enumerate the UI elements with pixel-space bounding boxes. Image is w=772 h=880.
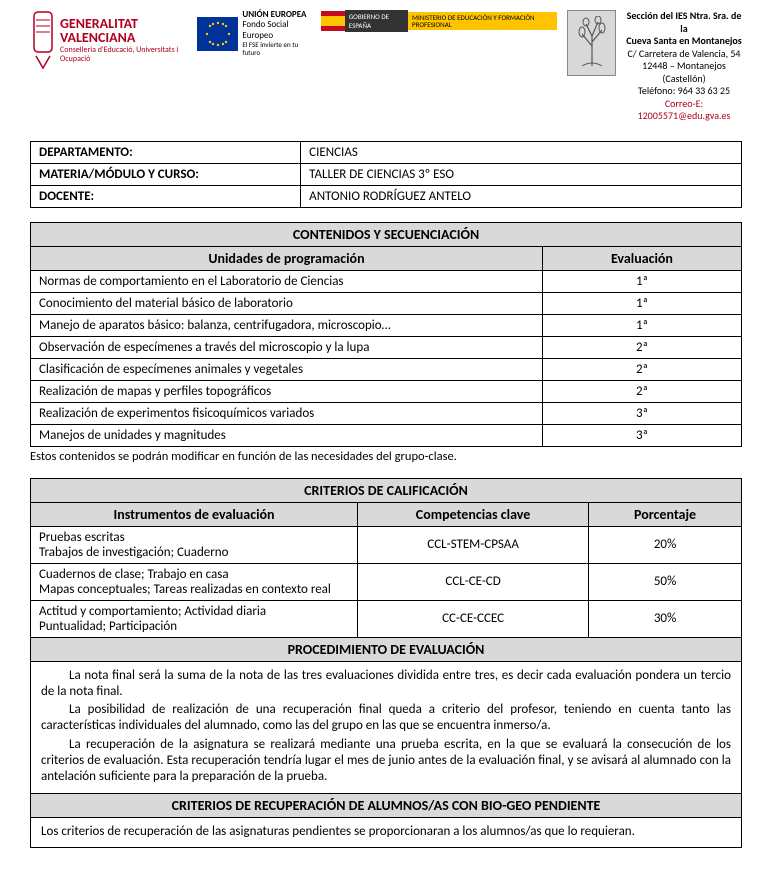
table-row: DOCENTE: ANTONIO RODRÍGUEZ ANTELO: [31, 185, 742, 207]
table-row: Pruebas escritas Trabajos de investigaci…: [31, 526, 742, 563]
school-l6: Correo-E: 12005571@edu.gva.es: [626, 98, 742, 123]
document-header: GENERALITAT VALENCIANA Conselleria d'Edu…: [30, 10, 742, 123]
unit-cell: Conocimiento del material básico de labo…: [31, 292, 543, 314]
label-subject: MATERIA/MÓDULO Y CURSO:: [31, 163, 301, 185]
table-row: Realización de experimentos fisicoquímic…: [31, 402, 742, 424]
proc-text: La nota final será la suma de la nota de…: [31, 661, 742, 794]
es-min: MINISTERIO DE EDUCACIÓN Y FORMACIÓN PROF…: [408, 12, 557, 31]
contents-note: Estos contenidos se podrán modificar en …: [30, 449, 742, 464]
instr-cell: Pruebas escritas Trabajos de investigaci…: [31, 526, 358, 563]
table-row: Conocimiento del material básico de labo…: [31, 292, 742, 314]
eval-cell: 1ª: [542, 270, 741, 292]
eval-cell: 3ª: [542, 402, 741, 424]
pct-cell: 30%: [589, 600, 742, 637]
table-row: Normas de comportamiento en el Laborator…: [31, 270, 742, 292]
contents-title: CONTENIDOS Y SECUENCIACIÓN: [31, 222, 742, 246]
spain-flag-icon: [321, 11, 345, 31]
gva-crest-icon: [30, 10, 56, 70]
pct-cell: 50%: [589, 563, 742, 600]
value-teacher: ANTONIO RODRÍGUEZ ANTELO: [301, 185, 742, 207]
col-instr: Instrumentos de evaluación: [31, 502, 358, 526]
school-l1: Sección del IES Ntra. Sra. de la: [626, 10, 742, 35]
logo-eu: UNIÓN EUROPEA Fondo Social Europeo El FS…: [197, 10, 311, 57]
eu-sub2: El FSE invierte en tu futuro: [242, 41, 310, 57]
value-dept: CIENCIAS: [301, 141, 742, 163]
school-info: Sección del IES Ntra. Sra. de la Cueva S…: [626, 10, 742, 123]
eval-cell: 2ª: [542, 358, 741, 380]
proc-title: PROCEDIMIENTO DE EVALUACIÓN: [31, 637, 742, 661]
table-row: Realización de mapas y perfiles topográf…: [31, 380, 742, 402]
eu-title: UNIÓN EUROPEA: [242, 9, 306, 20]
unit-cell: Realización de experimentos fisicoquímic…: [31, 402, 543, 424]
table-row: Actitud y comportamiento; Actividad diar…: [31, 600, 742, 637]
school-l5: Teléfono: 964 33 63 25: [626, 85, 742, 98]
eval-cell: 2ª: [542, 380, 741, 402]
pct-cell: 20%: [589, 526, 742, 563]
unit-cell: Clasificación de especímenes animales y …: [31, 358, 543, 380]
contents-table: CONTENIDOS Y SECUENCIACIÓN Unidades de p…: [30, 222, 742, 447]
instr-cell: Actitud y comportamiento; Actividad diar…: [31, 600, 358, 637]
unit-cell: Manejo de aparatos básico: balanza, cent…: [31, 314, 543, 336]
eu-text: UNIÓN EUROPEA Fondo Social Europeo El FS…: [242, 10, 310, 57]
col-pct: Porcentaje: [589, 502, 742, 526]
table-row: Manejo de aparatos básico: balanza, cent…: [31, 314, 742, 336]
col-comp: Competencias clave: [358, 502, 589, 526]
info-table: DEPARTAMENTO: CIENCIAS MATERIA/MÓDULO Y …: [30, 141, 742, 208]
eval-cell: 3ª: [542, 424, 741, 446]
comp-cell: CC-CE-CCEC: [358, 600, 589, 637]
table-row: Cuadernos de clase; Trabajo en casa Mapa…: [31, 563, 742, 600]
criteria-table: CRITERIOS DE CALIFICACIÓN Instrumentos d…: [30, 478, 742, 848]
proc-p1: La nota final será la suma de la nota de…: [41, 668, 731, 701]
school-l4: 12448 – Montanejos (Castellón): [626, 60, 742, 85]
eval-cell: 1ª: [542, 314, 741, 336]
unit-cell: Manejos de unidades y magnitudes: [31, 424, 543, 446]
label-dept: DEPARTAMENTO:: [31, 141, 301, 163]
criteria-title: CRITERIOS DE CALIFICACIÓN: [31, 478, 742, 502]
eu-flag-icon: [197, 17, 239, 51]
col-unit: Unidades de programación: [31, 246, 543, 270]
value-subject: TALLER DE CIENCIAS 3º ESO: [301, 163, 742, 185]
unit-cell: Realización de mapas y perfiles topográf…: [31, 380, 543, 402]
eval-cell: 1ª: [542, 292, 741, 314]
table-row: Clasificación de especímenes animales y …: [31, 358, 742, 380]
es-gob: GOBIERNO DE ESPAÑA: [345, 10, 408, 32]
school-l2: Cueva Santa en Montanejos: [626, 35, 742, 48]
table-row: DEPARTAMENTO: CIENCIAS: [31, 141, 742, 163]
unit-cell: Normas de comportamiento en el Laborator…: [31, 270, 543, 292]
label-teacher: DOCENTE:: [31, 185, 301, 207]
unit-cell: Observación de especímenes a través del …: [31, 336, 543, 358]
instr-cell: Cuadernos de clase; Trabajo en casa Mapa…: [31, 563, 358, 600]
comp-cell: CCL-CE-CD: [358, 563, 589, 600]
logo-spain-gov: GOBIERNO DE ESPAÑA MINISTERIO DE EDUCACI…: [321, 10, 557, 32]
pend-text: Los criterios de recuperación de las asi…: [31, 818, 742, 847]
pend-title: CRITERIOS DE RECUPERACIÓN DE ALUMNOS/AS …: [31, 794, 742, 818]
table-row: MATERIA/MÓDULO Y CURSO: TALLER DE CIENCI…: [31, 163, 742, 185]
gva-line2: VALENCIANA: [60, 31, 187, 46]
table-row: Manejos de unidades y magnitudes3ª: [31, 424, 742, 446]
eval-cell: 2ª: [542, 336, 741, 358]
school-logo-icon: [567, 10, 616, 76]
table-row: Observación de especímenes a través del …: [31, 336, 742, 358]
col-eval: Evaluación: [542, 246, 741, 270]
proc-p3: La recuperación de la asignatura se real…: [41, 737, 731, 786]
comp-cell: CCL-STEM-CPSAA: [358, 526, 589, 563]
gva-sub: Conselleria d'Educació, Universitats i O…: [60, 46, 187, 64]
proc-p2: La posibilidad de realización de una rec…: [41, 702, 731, 735]
logo-generalitat: GENERALITAT VALENCIANA Conselleria d'Edu…: [30, 10, 187, 70]
eu-sub1: Fondo Social Europeo: [242, 20, 310, 41]
